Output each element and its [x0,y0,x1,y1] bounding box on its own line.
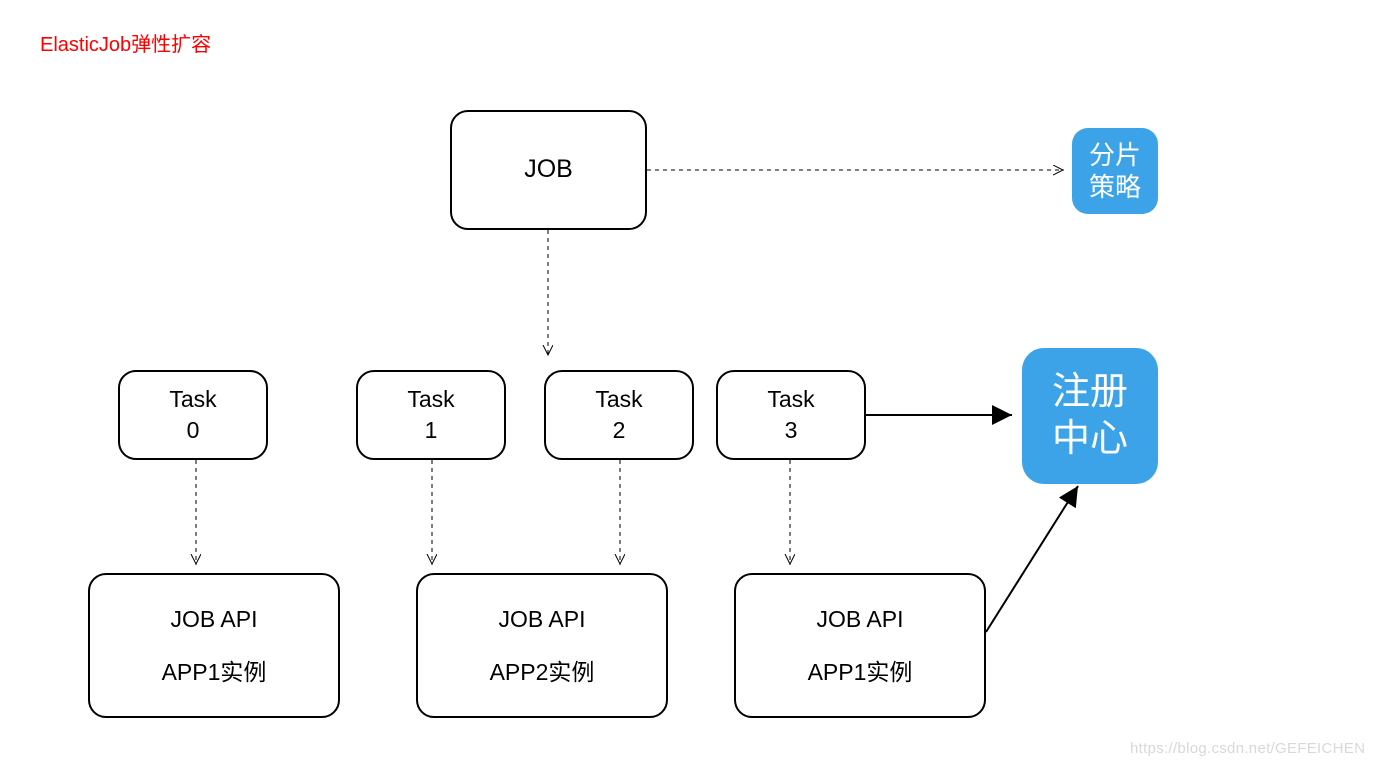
inst2-line2: APP2实例 [490,649,595,695]
task0-line2: 0 [187,415,200,446]
inst3-line2: APP1实例 [808,649,913,695]
node-job: JOB [450,110,647,230]
sharding-line2: 策略 [1089,171,1141,204]
sharding-line1: 分片 [1089,139,1141,172]
inst1-line1: JOB API [171,596,258,642]
registry-line1: 注册 [1052,369,1128,417]
task3-line1: Task [767,384,814,415]
task1-line2: 1 [425,415,438,446]
node-instance-3: JOB API APP1实例 [734,573,986,718]
watermark-text: https://blog.csdn.net/GEFEICHEN [1130,740,1365,757]
task2-line2: 2 [613,415,626,446]
registry-line2: 中心 [1052,416,1128,464]
node-task-0: Task 0 [118,370,268,460]
task0-line1: Task [169,384,216,415]
inst3-line1: JOB API [817,596,904,642]
task3-line2: 3 [785,415,798,446]
diagram-title: ElasticJob弹性扩容 [40,28,211,57]
inst2-line1: JOB API [499,596,586,642]
node-task-1: Task 1 [356,370,506,460]
node-task-3: Task 3 [716,370,866,460]
node-task-2: Task 2 [544,370,694,460]
task2-line1: Task [595,384,642,415]
node-sharding-strategy: 分片 策略 [1072,128,1158,214]
edge-inst3-registry [986,486,1078,632]
task1-line1: Task [407,384,454,415]
node-instance-2: JOB API APP2实例 [416,573,668,718]
node-job-label: JOB [524,153,573,187]
node-registry: 注册 中心 [1022,348,1158,484]
inst1-line2: APP1实例 [162,649,267,695]
node-instance-1: JOB API APP1实例 [88,573,340,718]
